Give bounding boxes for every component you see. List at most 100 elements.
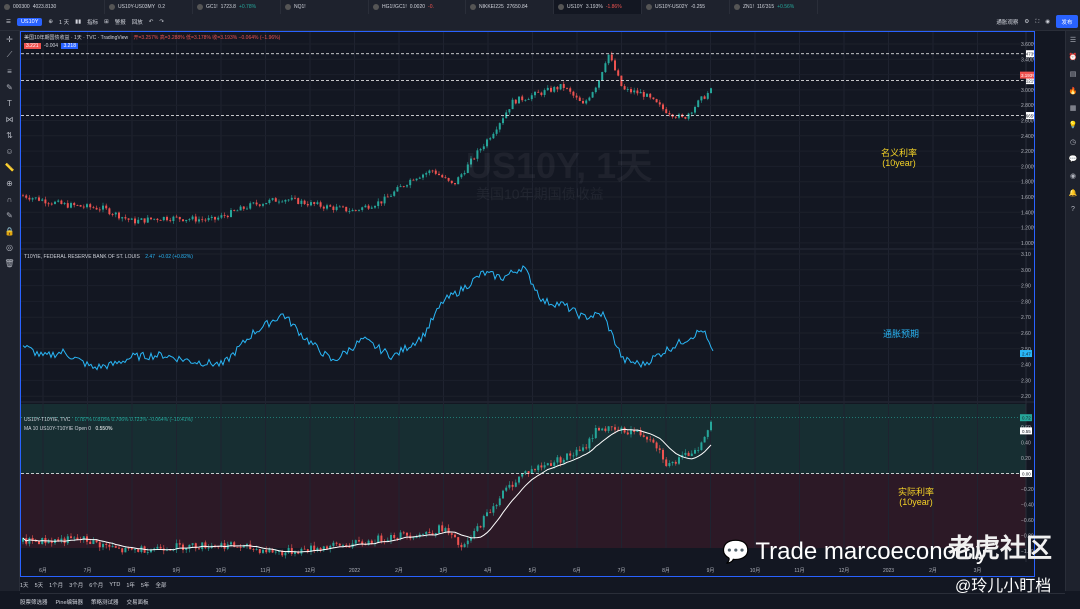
main-legend[interactable]: 美国10年期国债收益 · 1天 · TVC · TradingView 开=3.… — [24, 34, 280, 41]
trash-icon[interactable]: 🗑 — [4, 258, 15, 268]
candle — [230, 210, 232, 218]
y-axis-label: 3.00 — [1021, 268, 1031, 274]
range-全部[interactable]: 全部 — [155, 582, 167, 589]
zoom-icon[interactable]: ⊕ — [6, 178, 13, 188]
footer-tab[interactable]: 策略测试器 — [91, 599, 119, 606]
tab-gc1-[interactable]: GC1! 1723.8 +0.78% — [193, 0, 281, 14]
footer-tab[interactable]: 股票筛选器 — [20, 599, 48, 606]
breakeven-legend[interactable]: T10YIE, FEDERAL RESERVE BANK OF ST. LOUI… — [24, 254, 193, 260]
redo-icon[interactable]: ↷ — [159, 19, 165, 25]
alert-button[interactable]: 警报 — [114, 20, 126, 26]
bar-style-icon[interactable]: ▮▮ — [75, 19, 82, 25]
candle — [607, 54, 610, 64]
range-1年[interactable]: 1年 — [126, 582, 135, 589]
camera-icon[interactable]: ◉ — [1045, 19, 1050, 25]
range-1天[interactable]: 1天 — [20, 582, 29, 589]
candle — [249, 203, 252, 209]
tab-us10y[interactable]: US10Y 3.193% -1.86% — [554, 0, 642, 14]
chart-area[interactable]: 6月 7月 8月 9月 10月 11月 12月 2022 2月 3月 4月 5月 6月 7月 8月 9月 10月… — [20, 31, 1035, 577]
candle — [614, 427, 616, 430]
y-axis-label: −1.00 — [1021, 549, 1034, 555]
y-axis-label: 3.600% — [1021, 42, 1034, 48]
trend-line-icon[interactable]: ⟋ — [6, 50, 13, 59]
help-icon[interactable]: ? — [1071, 206, 1075, 213]
replay-button[interactable]: 回放 — [131, 20, 143, 26]
ruler-icon[interactable]: 📏 — [4, 162, 15, 172]
tab-nq1-[interactable]: NQ1! — [281, 0, 369, 14]
candle — [370, 540, 373, 544]
clock-icon[interactable]: ◷ — [1069, 138, 1077, 146]
ask-price[interactable]: 3.218 — [61, 43, 78, 49]
candle — [108, 208, 111, 215]
templates-icon[interactable]: ⊞ — [104, 19, 109, 25]
tab-price: 27650.84 — [506, 4, 528, 10]
candle — [191, 216, 194, 220]
candle — [313, 202, 316, 204]
undo-icon[interactable]: ↶ — [148, 19, 154, 25]
y-axis-label: 2.50 — [1021, 347, 1031, 353]
candle — [223, 215, 226, 217]
tab-us10y-us02y[interactable]: US10Y-US02Y -0.255 — [642, 0, 730, 14]
lock-drawing-icon[interactable]: ✎ — [6, 210, 13, 220]
publish-button[interactable]: 发布 — [1056, 15, 1078, 28]
pattern-icon[interactable]: ⋈ — [5, 114, 14, 124]
chat-icon[interactable]: 💬 — [1068, 155, 1078, 163]
x-axis-label: 4月 — [484, 568, 492, 574]
chart-canvas[interactable]: 6月 7月 8月 9月 10月 11月 12月 2022 2月 3月 4月 5月 6月 7月 8月 9月 10月… — [21, 32, 1034, 576]
tab-hg1--gc1-[interactable]: HG1!/GC1! 0.0020 -0. — [369, 0, 466, 14]
emoji-icon[interactable]: ☺ — [5, 146, 14, 156]
fib-icon[interactable]: ≡ — [7, 66, 12, 76]
tab-000300[interactable]: 000300 4023.8130 — [0, 0, 105, 14]
streams-icon[interactable]: ◉ — [1069, 172, 1077, 180]
candle — [466, 540, 469, 545]
spread: -0.004 — [43, 43, 59, 49]
candle — [118, 212, 120, 219]
indicators-button[interactable]: 指标 — [87, 20, 99, 26]
tab-us10y-us03my[interactable]: US10Y-US03MY 0.2 — [105, 0, 193, 14]
candle — [690, 453, 693, 457]
ma-legend[interactable]: MA 10 US10Y-T10YIE Open 0 0.550% — [24, 426, 112, 432]
tab-zn1-[interactable]: ZN1! 116'315 +0.56% — [730, 0, 818, 14]
calendar-icon[interactable]: ▦ — [1069, 104, 1077, 112]
real-rate-price-label: 0.55 — [1022, 429, 1031, 434]
watchlist-icon[interactable]: ☰ — [1069, 36, 1077, 44]
ideas-icon[interactable]: 💡 — [1068, 121, 1078, 129]
candle — [166, 216, 168, 221]
candle — [508, 484, 511, 488]
candle — [674, 461, 677, 464]
candle — [92, 540, 95, 545]
range-5年[interactable]: 5年 — [140, 582, 150, 589]
prediction-icon[interactable]: ⇅ — [6, 130, 13, 140]
range-3个月[interactable]: 3个月 — [69, 582, 84, 589]
range-YTD[interactable]: YTD — [109, 581, 121, 588]
notifications-icon[interactable]: 🔔 — [1068, 189, 1078, 197]
symbol-search[interactable]: US10Y — [16, 18, 43, 26]
bid-price[interactable]: 3.221 — [24, 43, 41, 49]
menu-icon[interactable]: ☰ — [6, 19, 11, 25]
magnet-icon[interactable]: ∩ — [6, 194, 13, 204]
tab-nikkei225[interactable]: NIKKEI225 27650.84 — [466, 0, 554, 14]
candle — [671, 461, 674, 464]
candle — [178, 216, 181, 220]
footer-tab[interactable]: Pine编辑器 — [55, 599, 84, 606]
layout-name[interactable]: 通胀观察 — [996, 20, 1019, 26]
real-rate-legend[interactable]: US10Y-T10YIE, TVC 0.787% 0.818% 0.706% 0… — [24, 417, 193, 423]
eye-icon[interactable]: ◎ — [6, 242, 13, 252]
candle — [236, 546, 239, 548]
data-window-icon[interactable]: ▤ — [1069, 70, 1077, 78]
alerts-icon[interactable]: ⏰ — [1068, 53, 1078, 61]
settings-icon[interactable]: ⚙ — [1024, 19, 1030, 25]
add-symbol-icon[interactable]: ⊕ — [48, 19, 53, 25]
interval-selector[interactable]: 1 天 — [58, 20, 70, 26]
crosshair-icon[interactable]: ✛ — [6, 34, 13, 44]
hotlist-icon[interactable]: 🔥 — [1068, 87, 1078, 95]
text-icon[interactable]: T — [7, 98, 12, 108]
range-1个月[interactable]: 1个月 — [49, 582, 64, 589]
tab-price: 0.2 — [158, 4, 166, 10]
fullscreen-icon[interactable]: ⛶ — [1035, 18, 1040, 25]
range-6个月[interactable]: 6个月 — [89, 582, 104, 589]
lock-icon[interactable]: 🔒 — [4, 226, 15, 236]
brush-icon[interactable]: ✎ — [6, 82, 13, 92]
range-5天[interactable]: 5天 — [34, 582, 44, 589]
footer-tab[interactable]: 交易面板 — [126, 599, 149, 606]
